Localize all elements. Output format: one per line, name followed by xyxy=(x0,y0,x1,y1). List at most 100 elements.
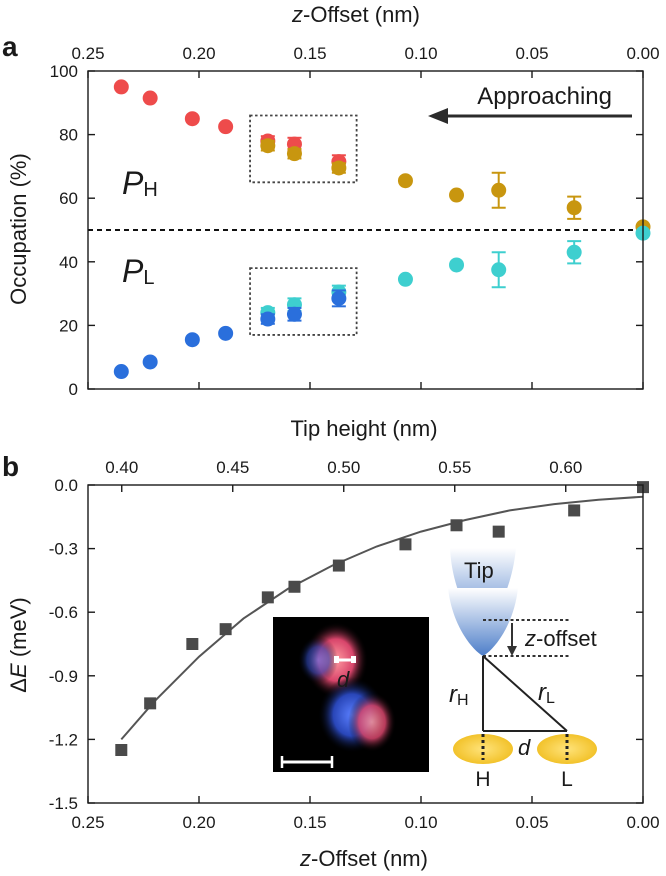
panel-b-plot-frame xyxy=(87,484,644,804)
x-tick-label-bottom: 0.10 xyxy=(404,813,437,832)
data-point xyxy=(184,111,200,127)
x-tick-label-top: 0.10 xyxy=(404,44,437,63)
y-tick-label: -1.2 xyxy=(49,730,78,749)
tip-icon-front xyxy=(448,588,518,656)
y-tick-label: 60 xyxy=(59,189,78,208)
data-point xyxy=(331,290,347,306)
data-point-square xyxy=(144,697,157,710)
panel-b-bottom-tick-labels: 0.25 0.20 0.15 0.10 0.05 0.00 xyxy=(71,813,659,832)
x-tick-label-top: 0.15 xyxy=(293,44,326,63)
data-point xyxy=(142,354,158,370)
rh-label: rH xyxy=(449,681,469,709)
data-point xyxy=(331,160,347,176)
data-point xyxy=(113,79,129,95)
x-tick-label-top: 0.25 xyxy=(71,44,104,63)
tip-label: Tip xyxy=(464,558,494,583)
y-tick-label: -0.6 xyxy=(49,603,78,622)
panel-a-data-points xyxy=(113,79,651,380)
d-label: d xyxy=(518,735,531,760)
panel-a-y-axis-title: Occupation (%) xyxy=(6,153,31,305)
panel-b-y-axis-title: ΔE (meV) xyxy=(6,597,31,692)
panel-a-highlight-box-lower xyxy=(249,267,358,336)
x-tick-label-top: 0.40 xyxy=(105,458,138,477)
data-point xyxy=(449,187,465,203)
x-tick-label-top: 0.00 xyxy=(626,44,659,63)
data-point-square xyxy=(332,559,345,572)
series-pl-blue- xyxy=(113,289,347,380)
data-point-square xyxy=(186,638,199,650)
data-point xyxy=(491,182,507,198)
data-point-square xyxy=(219,623,232,636)
inset-d-label: d xyxy=(337,667,350,692)
data-point-square xyxy=(492,525,505,538)
data-point-square xyxy=(115,744,128,756)
data-point xyxy=(286,306,302,322)
series-ph-light-red- xyxy=(113,79,347,170)
data-point-square xyxy=(450,519,463,532)
data-point xyxy=(491,262,507,278)
panel-b-label: b xyxy=(2,451,19,482)
inset-image: d xyxy=(273,617,429,772)
y-tick-label: -0.3 xyxy=(49,540,78,559)
x-tick-label-bottom: 0.05 xyxy=(515,813,548,832)
ph-label: PH xyxy=(122,165,158,201)
x-tick-label-top: 0.20 xyxy=(182,44,215,63)
panel-b-top-tick-labels: 0.40 0.45 0.50 0.55 0.60 xyxy=(105,458,582,477)
approaching-arrow-icon xyxy=(428,108,632,124)
x-tick-label-bottom: 0.00 xyxy=(626,813,659,832)
data-point xyxy=(113,364,129,380)
panel-b-fit-curve xyxy=(120,495,644,741)
x-tick-label-bottom: 0.15 xyxy=(293,813,326,832)
x-tick-label-top: 0.05 xyxy=(515,44,548,63)
data-point xyxy=(142,90,158,106)
data-point-square xyxy=(399,538,412,551)
panel-b: b Tip height (nm) z-Offset (nm) ΔE (meV)… xyxy=(2,416,660,871)
panel-a-top-axis-title: z-Offset (nm) xyxy=(291,2,420,27)
data-point xyxy=(286,146,302,162)
panel-b-top-axis-title: Tip height (nm) xyxy=(290,416,437,441)
data-point xyxy=(397,271,413,287)
h-label: H xyxy=(475,768,490,791)
data-point xyxy=(566,200,582,216)
panel-a-label: a xyxy=(2,31,18,62)
pl-label: PL xyxy=(122,253,154,289)
inset-scale-bar xyxy=(280,756,334,768)
data-point-square xyxy=(261,591,274,604)
y-tick-label: 0 xyxy=(69,380,78,399)
panel-a-plot-frame xyxy=(87,70,644,390)
y-tick-label: 40 xyxy=(59,253,78,272)
y-tick-label: 80 xyxy=(59,126,78,145)
y-tick-label: -0.9 xyxy=(49,667,78,686)
data-point-square xyxy=(288,580,301,593)
panel-b-bottom-axis-title: z-Offset (nm) xyxy=(299,846,428,871)
z-offset-label: z-offset xyxy=(524,626,597,651)
y-tick-label: 100 xyxy=(50,62,78,81)
series-ph-gold- xyxy=(260,138,651,235)
data-point xyxy=(218,325,234,341)
approaching-label: Approaching xyxy=(477,83,612,110)
data-point xyxy=(184,332,200,348)
rl-label: rL xyxy=(538,679,555,707)
x-tick-label-top: 0.50 xyxy=(327,458,360,477)
x-tick-label-bottom: 0.20 xyxy=(182,813,215,832)
data-point xyxy=(449,257,465,273)
y-tick-label: -1.5 xyxy=(49,794,78,813)
y-tick-label: 0.0 xyxy=(54,476,78,495)
x-tick-label-top: 0.55 xyxy=(438,458,471,477)
data-point xyxy=(218,119,234,135)
data-point xyxy=(260,138,276,154)
tip-schematic: Tip z-offset rH rL d H L xyxy=(448,548,597,791)
panel-a-y-tick-labels: 0 20 40 60 80 100 xyxy=(50,62,78,399)
x-tick-label-top: 0.60 xyxy=(549,458,582,477)
data-point xyxy=(566,244,582,260)
data-point xyxy=(397,173,413,189)
series-pl-turquoise- xyxy=(260,225,651,321)
data-point xyxy=(260,311,276,327)
data-point-square xyxy=(568,504,581,517)
x-tick-label-bottom: 0.25 xyxy=(71,813,104,832)
panel-b-y-tick-labels: 0.0 -0.3 -0.6 -0.9 -1.2 -1.5 xyxy=(49,476,78,813)
panel-a-highlight-box-upper xyxy=(249,114,358,184)
l-label: L xyxy=(561,768,573,791)
panel-a: a z-Offset (nm) Occupation (%) 0.25 0.20 0… xyxy=(2,2,660,399)
